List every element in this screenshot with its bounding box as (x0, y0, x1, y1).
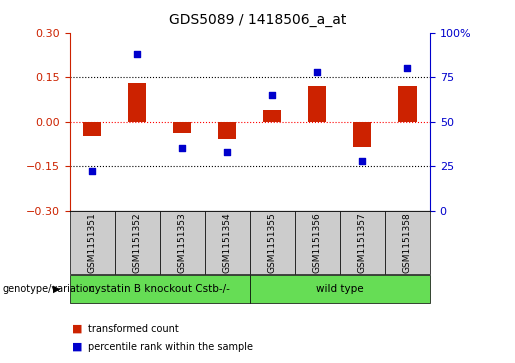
Text: GSM1151351: GSM1151351 (88, 212, 96, 273)
Text: ■: ■ (72, 342, 82, 352)
Text: GSM1151352: GSM1151352 (133, 212, 142, 273)
Bar (70, 275, 250, 302)
Point (403, 65, 411, 71)
Bar (385, 211, 430, 274)
Bar (250, 211, 295, 274)
Bar (353, 122, 371, 147)
Point (133, 51, 141, 57)
Text: ■: ■ (72, 323, 82, 334)
Text: GDS5089 / 1418506_a_at: GDS5089 / 1418506_a_at (169, 13, 346, 27)
Point (358, 158, 367, 164)
Text: cystatin B knockout Cstb-/-: cystatin B knockout Cstb-/- (89, 284, 230, 294)
Bar (83, 122, 101, 136)
Bar (160, 211, 205, 274)
Bar (114, 211, 160, 274)
Bar (205, 211, 250, 274)
Text: genotype/variation: genotype/variation (3, 284, 95, 294)
Text: GSM1151355: GSM1151355 (268, 212, 277, 273)
Text: GSM1151356: GSM1151356 (313, 212, 322, 273)
Bar (218, 122, 236, 139)
Point (178, 145, 186, 151)
Point (223, 149, 231, 155)
Text: GSM1151353: GSM1151353 (178, 212, 186, 273)
Bar (70, 211, 114, 274)
Text: GSM1151354: GSM1151354 (223, 212, 232, 273)
Text: transformed count: transformed count (88, 323, 178, 334)
Bar (263, 110, 281, 122)
Bar (128, 83, 146, 122)
Text: wild type: wild type (316, 284, 364, 294)
Text: GSM1151358: GSM1151358 (403, 212, 412, 273)
Bar (308, 86, 327, 122)
Text: percentile rank within the sample: percentile rank within the sample (88, 342, 252, 352)
Bar (250, 275, 430, 302)
Bar (399, 86, 417, 122)
Bar (295, 211, 340, 274)
Text: ▶: ▶ (53, 284, 61, 294)
Point (268, 92, 277, 98)
Bar (340, 211, 385, 274)
Point (313, 69, 321, 75)
Bar (173, 122, 191, 134)
Point (88, 168, 96, 174)
Text: GSM1151357: GSM1151357 (358, 212, 367, 273)
